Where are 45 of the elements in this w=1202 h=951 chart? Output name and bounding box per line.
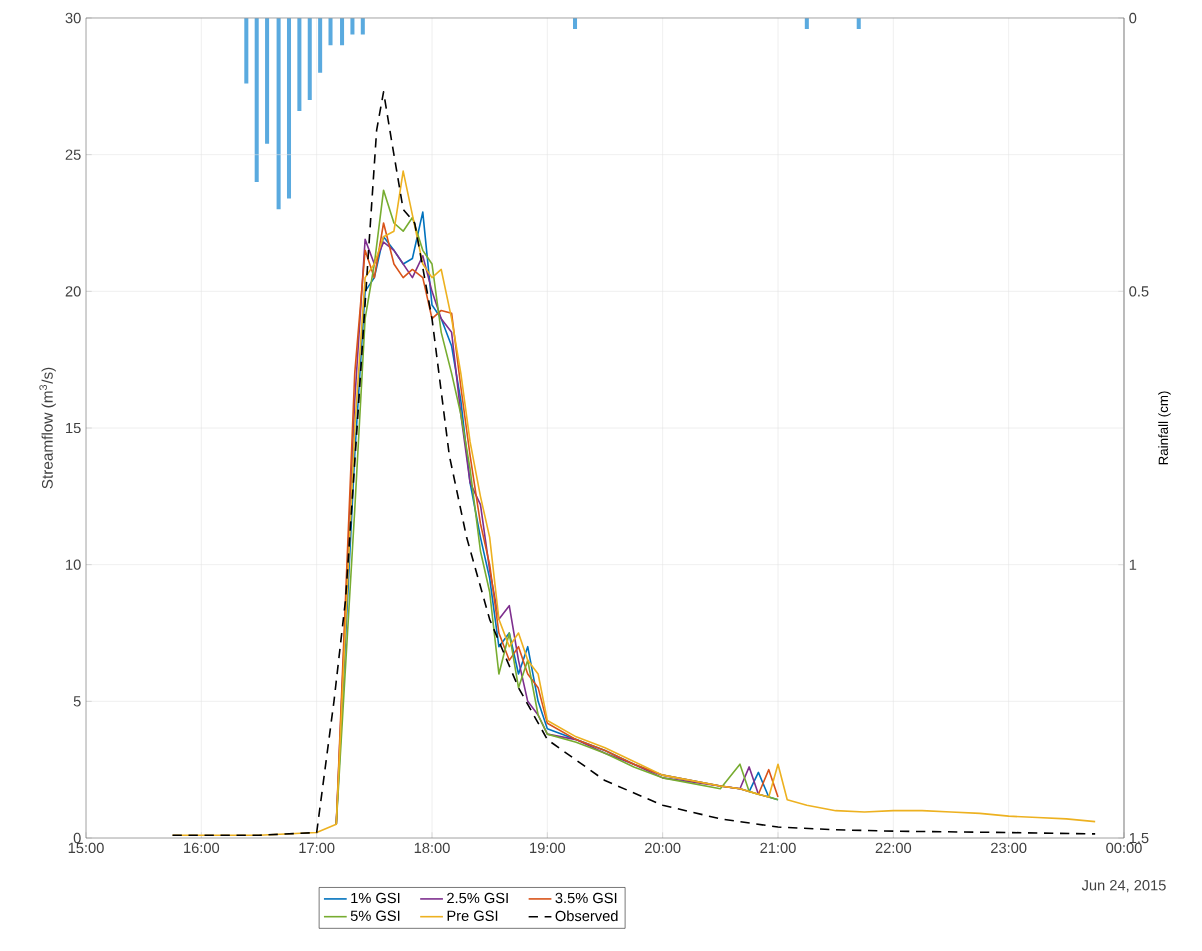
y-tick-label: 10 xyxy=(66,559,81,570)
legend-label: 2.5% GSI xyxy=(447,892,508,904)
bar xyxy=(573,18,578,29)
bar xyxy=(856,18,861,29)
y2-tick-label: 1 xyxy=(1129,559,1137,570)
y-tick-label: 0 xyxy=(73,832,81,844)
y2-tick-label: 0.5 xyxy=(1129,286,1149,297)
legend-label: Observed xyxy=(555,910,618,922)
x-tick-label: 18:00 xyxy=(414,842,450,854)
y-tick-label: 25 xyxy=(65,149,81,160)
x-tick-label: 17:00 xyxy=(299,842,335,854)
bar xyxy=(254,18,259,183)
legend-label: 5% GSI xyxy=(350,910,400,921)
x-tick-label: 15:00 xyxy=(68,842,104,854)
x-tick-label: 00:00 xyxy=(1106,842,1142,854)
legend-label: 1% GSI xyxy=(351,892,400,904)
bar xyxy=(244,18,249,84)
bar xyxy=(318,18,323,73)
bar xyxy=(328,18,333,46)
y-tick-label: 15 xyxy=(66,422,81,434)
bar xyxy=(307,18,312,101)
legend-label: 3.5% GSI xyxy=(555,892,617,904)
x-tick-label: 16:00 xyxy=(184,842,220,854)
bar xyxy=(265,18,270,144)
text: Jun 24, 2015 xyxy=(1081,880,1166,893)
y-axis-title: Streamflow (m$^{3}$/s) xyxy=(39,367,56,489)
x-tick-label: 22:00 xyxy=(875,842,912,854)
bar xyxy=(297,18,302,111)
x-tick-label: 21:00 xyxy=(760,842,796,854)
y2-tick-label: 1.5 xyxy=(1129,832,1149,844)
y-tick-label: 5 xyxy=(73,696,81,707)
bar xyxy=(350,18,355,35)
x-tick-label: 19:00 xyxy=(530,842,566,854)
y-tick-label: 20 xyxy=(65,286,81,297)
bar xyxy=(276,18,281,210)
y2-axis-title: Rainfall (cm) xyxy=(1158,391,1171,465)
y-tick-label: 30 xyxy=(65,12,81,24)
legend-label: Pre GSI xyxy=(447,910,498,921)
bar xyxy=(360,18,365,35)
x-tick-label: 20:00 xyxy=(645,842,681,854)
bar xyxy=(286,18,292,199)
bar xyxy=(804,18,809,29)
y2-tick-label: 0 xyxy=(1129,12,1137,24)
bar xyxy=(340,18,345,46)
x-tick-label: 23:00 xyxy=(991,842,1027,854)
